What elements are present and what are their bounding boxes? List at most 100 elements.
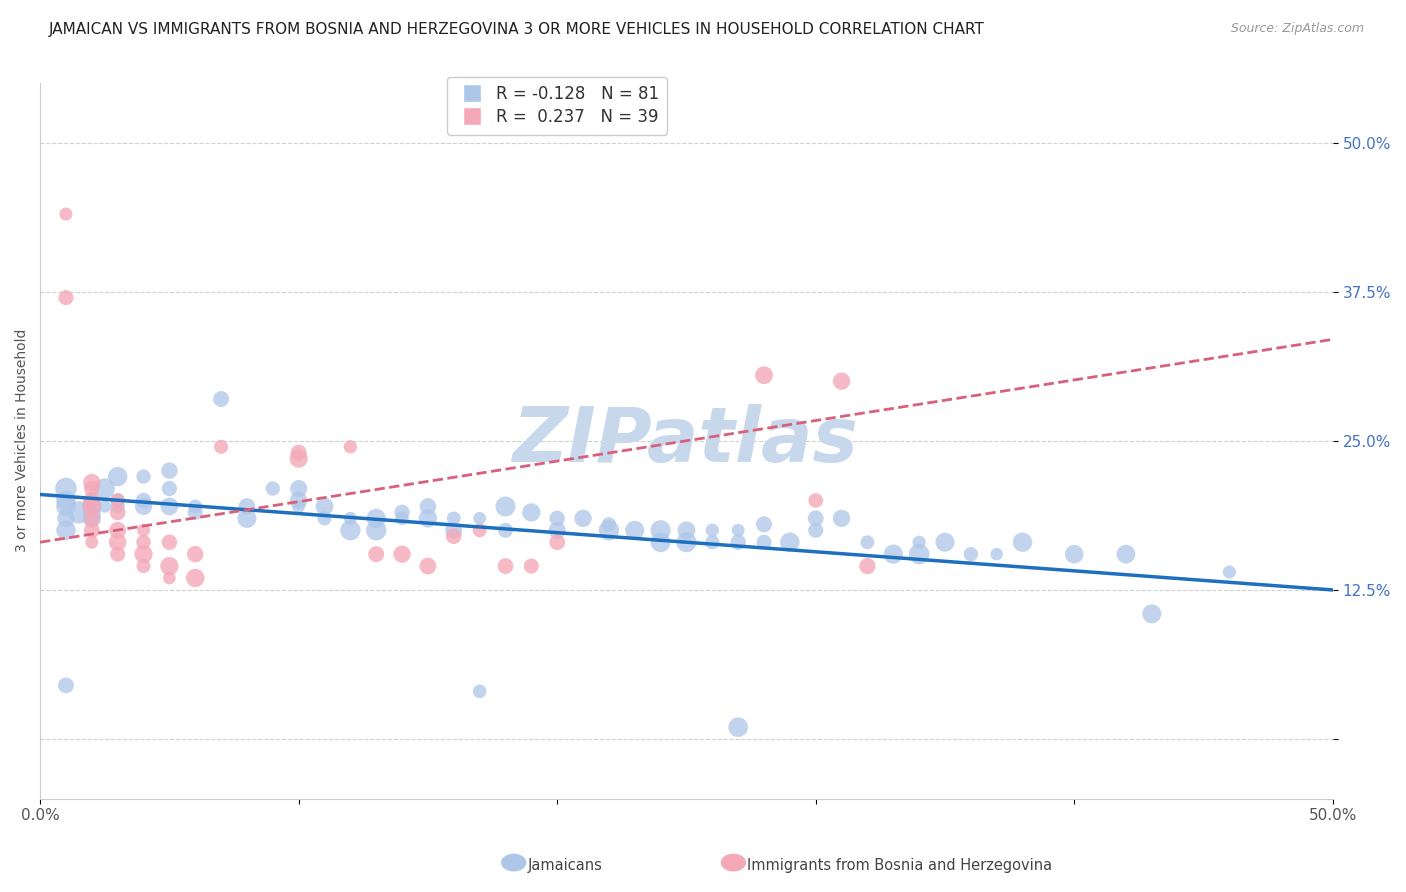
Point [416,511,439,525]
Point [67,505,90,519]
Point [416,500,439,514]
Point [80,493,103,508]
Point [520,505,543,519]
Y-axis label: 3 or more Vehicles in Household: 3 or more Vehicles in Household [15,329,30,552]
Point [107,535,129,549]
Point [132,500,155,514]
Point [752,535,775,549]
Point [107,547,129,561]
Point [314,511,336,525]
Point [598,523,620,537]
Point [80,500,103,514]
Point [184,547,207,561]
Point [366,547,388,561]
Point [93,500,115,514]
Point [80,511,103,525]
Point [107,523,129,537]
Text: Immigrants from Bosnia and Herzegovina: Immigrants from Bosnia and Herzegovina [748,858,1053,872]
Point [339,523,361,537]
Legend: R = -0.128   N = 81, R =  0.237   N = 39: R = -0.128 N = 81, R = 0.237 N = 39 [447,77,666,135]
Point [443,529,465,543]
Point [856,535,879,549]
Point [107,500,129,514]
Point [495,500,517,514]
Text: Jamaicans: Jamaicans [527,858,603,872]
Point [55,291,77,305]
Point [55,678,77,692]
Point [80,482,103,496]
Point [339,511,361,525]
Point [132,559,155,574]
Point [727,523,749,537]
Point [727,720,749,734]
Point [80,500,103,514]
Point [831,374,853,388]
Point [546,523,568,537]
Point [495,523,517,537]
Point [804,493,827,508]
Point [366,511,388,525]
Point [804,523,827,537]
Point [157,535,180,549]
Point [391,547,413,561]
Point [727,535,749,549]
Point [1115,547,1137,561]
Point [598,517,620,532]
Point [93,482,115,496]
Point [55,482,77,496]
Point [416,559,439,574]
Point [779,535,801,549]
Point [236,500,259,514]
Point [856,559,879,574]
Point [132,469,155,483]
Point [209,440,232,454]
Point [262,482,284,496]
Point [520,559,543,574]
Point [287,493,309,508]
Point [107,505,129,519]
Point [107,493,129,508]
Point [546,535,568,549]
Point [572,511,595,525]
Point [55,493,77,508]
Point [752,517,775,532]
Point [80,493,103,508]
Point [986,547,1008,561]
Text: JAMAICAN VS IMMIGRANTS FROM BOSNIA AND HERZEGOVINA 3 OR MORE VEHICLES IN HOUSEHO: JAMAICAN VS IMMIGRANTS FROM BOSNIA AND H… [49,22,986,37]
Point [236,511,259,525]
Point [80,475,103,490]
Point [804,511,827,525]
Point [157,571,180,585]
Point [184,571,207,585]
Point [107,469,129,483]
Point [287,500,309,514]
Point [107,493,129,508]
Point [132,547,155,561]
Point [623,523,645,537]
Point [132,535,155,549]
Point [882,547,904,561]
Point [157,482,180,496]
Point [184,505,207,519]
Point [468,684,491,698]
Point [468,511,491,525]
Point [209,392,232,406]
Point [55,207,77,221]
Point [546,511,568,525]
Point [1140,607,1163,621]
Point [55,523,77,537]
Point [80,511,103,525]
Point [650,535,672,549]
Point [80,535,103,549]
Point [157,500,180,514]
Text: ZIPatlas: ZIPatlas [513,404,859,478]
Point [650,523,672,537]
Point [831,511,853,525]
Point [443,511,465,525]
Point [339,440,361,454]
Point [752,368,775,383]
Point [934,535,956,549]
Point [908,535,931,549]
Point [1063,547,1085,561]
Point [391,505,413,519]
